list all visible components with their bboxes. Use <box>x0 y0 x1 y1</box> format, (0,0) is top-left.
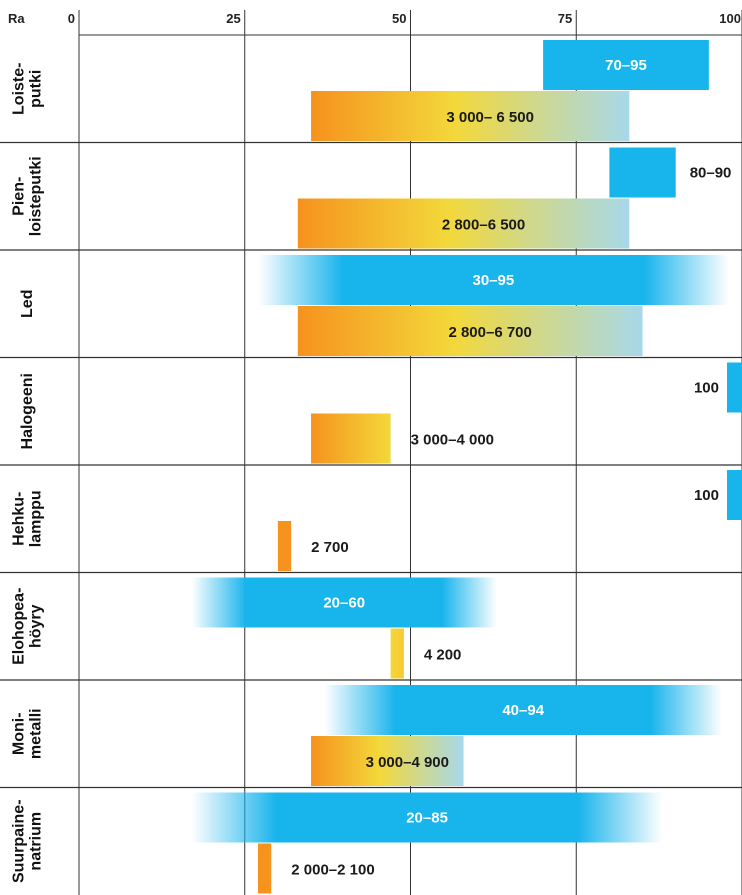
cct-bar-label: 2 800–6 500 <box>442 217 525 234</box>
row-label: Led <box>19 290 36 318</box>
ra-bar-label: 100 <box>694 380 719 397</box>
x-tick-label: 0 <box>68 11 75 26</box>
cct-bar-label: 3 000–4 900 <box>366 754 449 771</box>
cct-bar <box>277 521 292 571</box>
row-label: Hehku- <box>11 492 28 546</box>
ra-bar <box>191 792 663 843</box>
ra-bar <box>191 577 497 628</box>
cct-bar-label: 2 700 <box>311 539 349 556</box>
row-label: loisteputki <box>28 156 45 236</box>
ra-bar <box>257 255 729 305</box>
cct-bar-label: 2 000–2 100 <box>291 862 374 879</box>
ra-bar <box>609 147 676 198</box>
ra-bar-label: 80–90 <box>690 165 732 182</box>
cct-bar-label: 3 000–4 000 <box>411 432 494 449</box>
row-label: Moni- <box>11 712 28 755</box>
ra-bar-label: 70–95 <box>605 57 647 74</box>
row-label: Loiste- <box>11 63 28 115</box>
cct-bar <box>297 198 630 249</box>
ra-bar-label: 100 <box>694 487 719 504</box>
cct-bar <box>311 91 630 141</box>
row-label: Pien- <box>11 177 28 216</box>
cct-bar-label: 4 200 <box>424 647 462 664</box>
row-label: Elohopea- <box>11 588 28 665</box>
row-label: höyry <box>28 604 45 648</box>
x-tick-label: 100 <box>719 11 741 26</box>
x-axis-label: Ra <box>8 11 25 26</box>
row-label: Suurpaine- <box>11 799 28 883</box>
x-tick-label: 75 <box>558 11 572 26</box>
cct-bar <box>258 843 272 894</box>
x-tick-label: 25 <box>226 11 240 26</box>
cct-bar <box>311 413 391 464</box>
ra-bar-label: 40–94 <box>502 702 544 719</box>
ra-bar <box>324 685 723 735</box>
row-label: lamppu <box>28 490 45 547</box>
row-label: natrium <box>28 812 45 871</box>
cct-bar <box>311 736 464 786</box>
cct-bar <box>390 628 404 679</box>
row-label: metalli <box>28 708 45 759</box>
cct-bar-label: 3 000– 6 500 <box>446 109 534 126</box>
cct-bar-label: 2 800–6 700 <box>448 324 531 341</box>
ra-bar-label: 20–60 <box>323 595 365 612</box>
cct-bar <box>297 306 643 356</box>
row-label: Halogeeni <box>19 373 36 449</box>
ra-bar-label: 20–85 <box>406 810 448 827</box>
row-label: putki <box>28 70 45 108</box>
ra-bar <box>543 40 709 90</box>
x-tick-label: 50 <box>392 11 406 26</box>
ra-bar <box>727 362 742 413</box>
ra-bar <box>727 470 742 520</box>
ra-bar-label: 30–95 <box>473 272 515 289</box>
